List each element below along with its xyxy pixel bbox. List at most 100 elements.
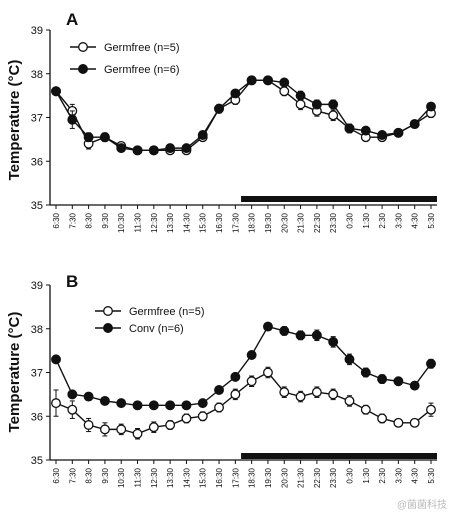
x-tick-label: 23:30 [329,467,338,488]
x-tick-label: 7:30 [68,467,77,483]
data-point-filled [165,400,176,411]
legend-marker-filled [103,323,113,333]
x-tick-label: 20:30 [280,467,289,488]
x-tick-label: 23:30 [329,212,338,233]
x-tick-label: 1:30 [362,212,371,228]
panel-a: A 35 36 37 38 39 Temperature (°C) 6:30 7:30 8:30 9… [6,10,437,233]
data-point-filled [409,119,420,130]
y-tick-label: 37 [31,113,43,125]
data-point-open [132,428,143,439]
x-tick-label: 14:30 [182,467,191,488]
series-line [55,371,432,435]
data-point-filled [99,395,110,406]
data-point-filled [181,400,192,411]
x-tick-label: 12:30 [150,212,159,233]
data-point-filled [197,130,208,140]
data-point-open [328,389,339,400]
data-point-filled [393,127,404,138]
data-point-filled [279,325,290,336]
data-point-filled [132,400,143,411]
x-tick-label: 2:30 [378,212,387,228]
x-tick-label: 8:30 [85,212,94,228]
data-point-open [328,110,339,121]
x-tick-label: 11:30 [134,467,143,487]
data-point-filled [51,86,61,97]
x-tick-label: 21:30 [297,467,306,488]
data-point-filled [67,114,78,125]
data-point-open [67,404,78,415]
data-point-open [116,424,127,435]
x-tick-label: 17:30 [231,467,240,488]
x-tick-label: 18:30 [248,467,257,488]
data-point-filled [311,330,322,341]
watermark-text: @菌菌科技 [397,498,447,511]
x-tick-label: 14:30 [182,212,191,233]
x-tick-label: 0:30 [345,467,354,483]
data-point-filled [148,400,159,411]
data-point-open [360,404,371,415]
data-point-filled [279,77,290,88]
x-tick-label: 4:30 [411,212,420,228]
legend-label: Germfree (n=5) [129,306,205,318]
data-point-filled [263,321,273,332]
x-tick-label: 4:30 [411,467,420,483]
data-point-open [279,387,290,398]
x-tick-label: 18:30 [248,212,257,233]
panel-b: B 35 36 37 38 39 Temperature (°C) 6:30 7:30 8:30 9… [6,272,437,488]
data-point-filled [360,125,371,136]
y-axis-label: Temperature (°C) [6,60,23,181]
data-point-filled [83,391,94,402]
x-tick-label: 17:30 [231,212,240,233]
data-point-filled [214,385,224,395]
data-point-filled [409,380,420,391]
data-point-open [377,413,388,424]
legend-label: Germfree (n=5) [104,42,180,54]
y-tick-label: 35 [31,200,43,212]
x-tick-label: 13:30 [166,467,175,488]
x-tick-label: 20:30 [280,212,289,233]
data-point-filled [246,350,257,360]
data-point-filled [83,132,94,143]
y-axis-label: Temperature (°C) [6,312,23,433]
x-tick-label: 6:30 [52,212,61,228]
y-tick-label: 38 [31,69,43,81]
data-point-filled [67,389,78,400]
x-tick-label: 16:30 [215,467,224,488]
data-point-open [230,389,241,400]
x-tick-label: 15:30 [199,212,208,233]
x-tick-label: 22:30 [313,212,322,233]
data-point-open [295,99,306,110]
dark-phase-bar [241,453,437,459]
x-tick-label: 5:30 [427,467,436,483]
data-point-open [311,387,322,398]
data-point-filled [311,99,322,110]
y-tick-label: 39 [31,25,43,37]
data-point-filled [51,354,61,365]
y-tick-label: 35 [31,455,43,467]
data-point-filled [148,145,159,156]
x-tick-label: 10:30 [117,467,126,488]
data-point-open [165,420,176,430]
x-tick-label: 11:30 [134,212,143,232]
panel-label: A [66,10,78,29]
data-point-filled [263,75,273,86]
x-tick-label: 3:30 [394,212,403,228]
data-point-filled [230,371,241,382]
data-point-open [197,411,208,422]
series-line [55,79,432,152]
data-point-filled [295,90,306,101]
data-point-filled [99,132,110,143]
legend-label: Germfree (n=6) [104,64,180,76]
data-point-filled [360,367,371,378]
data-point-filled [197,398,208,409]
x-tick-label: 1:30 [362,467,371,483]
x-tick-label: 6:30 [52,467,61,483]
data-point-filled [230,88,241,99]
x-tick-label: 13:30 [166,212,175,233]
legend-marker-filled [78,64,88,74]
legend-marker-open [103,306,113,316]
y-tick-label: 39 [31,280,43,292]
data-point-filled [344,354,355,365]
x-tick-label: 0:30 [345,212,354,228]
y-tick-label: 36 [31,411,43,423]
